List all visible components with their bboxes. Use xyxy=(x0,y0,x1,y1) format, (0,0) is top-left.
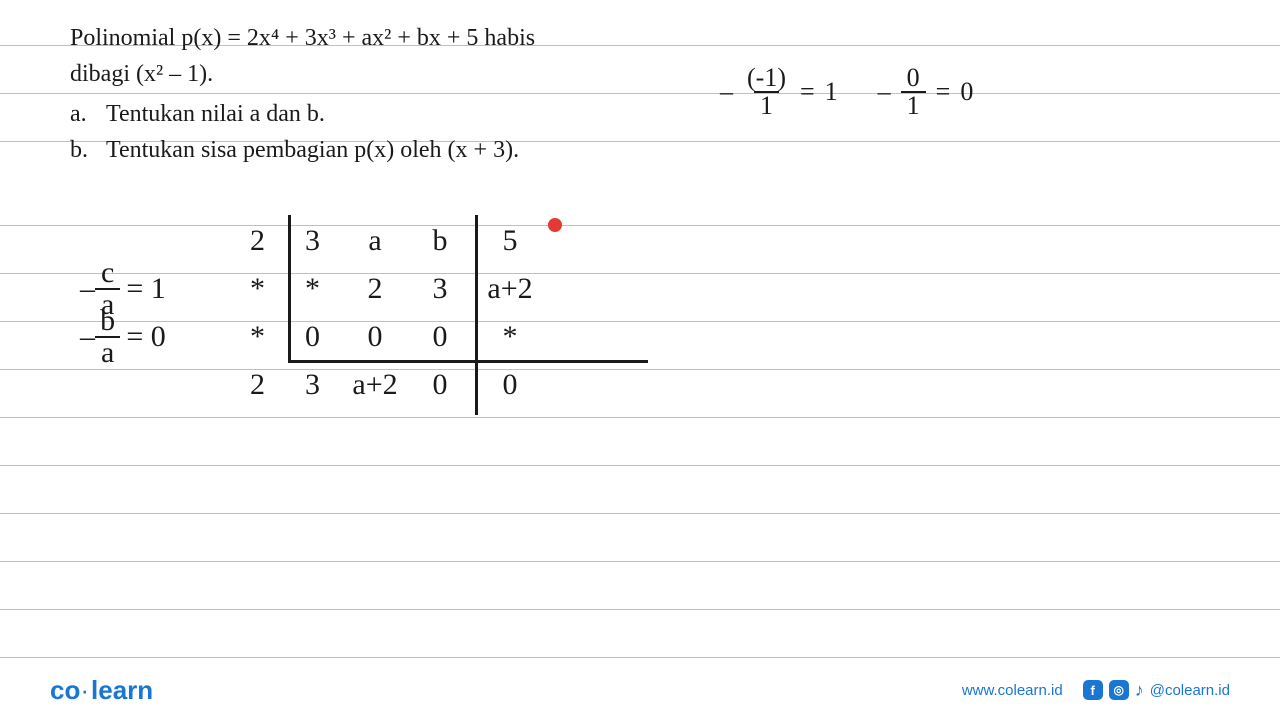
frac1-num: (-1) xyxy=(743,65,790,91)
calc2-result: 0 xyxy=(960,77,973,107)
vertical-divider-1 xyxy=(288,215,291,360)
footer-url: www.colearn.id xyxy=(962,682,1063,699)
calc1-result: 1 xyxy=(825,77,838,107)
fraction-2: 0 1 xyxy=(901,65,926,119)
row2-frac-num: c xyxy=(97,258,118,288)
social-handle: @colearn.id xyxy=(1150,682,1230,699)
calc-group-2: – 0 1 = 0 xyxy=(878,65,974,119)
row2-label: – c a = 1 xyxy=(70,268,230,310)
row1-c1: 3 xyxy=(285,220,340,262)
footer-bar: co·learn www.colearn.id f ◎ ♪ @colearn.i… xyxy=(0,660,1280,720)
problem-line-2: dibagi (x² – 1). xyxy=(70,56,535,92)
row4-c1: 3 xyxy=(285,364,340,406)
row3-neg: – xyxy=(80,320,95,354)
facebook-icon: f xyxy=(1083,680,1103,700)
row1-c0: 2 xyxy=(230,220,285,262)
neg-sign: – xyxy=(720,77,733,107)
row4-c3: 0 xyxy=(410,364,470,406)
problem-list: a. Tentukan nilai a dan b. b. Tentukan s… xyxy=(70,96,535,168)
row3-frac: b a xyxy=(95,306,120,368)
row1-c2: a xyxy=(340,220,410,262)
row2-c4: a+2 xyxy=(470,268,550,310)
tiktok-icon: ♪ xyxy=(1135,680,1144,701)
row3-frac-num: b xyxy=(96,306,119,336)
row3-label: – b a = 0 xyxy=(70,316,230,358)
frac1-den: 1 xyxy=(754,91,779,119)
fraction-1: (-1) 1 xyxy=(743,65,790,119)
horner-scheme-table: 2 3 a b 5 – c a = 1 * * 2 3 a+2 – b a = … xyxy=(70,220,550,406)
horizontal-divider xyxy=(288,360,648,363)
frac2-den: 1 xyxy=(901,91,926,119)
problem-item-a: a. Tentukan nilai a dan b. xyxy=(70,96,535,132)
eq-sign: = xyxy=(800,77,815,107)
problem-line-1: Polinomial p(x) = 2x⁴ + 3x³ + ax² + bx +… xyxy=(70,20,535,56)
row2-eq: = 1 xyxy=(126,272,165,306)
logo-dot-icon: · xyxy=(80,675,91,705)
calc-group-1: – (-1) 1 = 1 xyxy=(720,65,838,119)
logo-learn: learn xyxy=(91,675,153,705)
problem-statement: Polinomial p(x) = 2x⁴ + 3x³ + ax² + bx +… xyxy=(70,20,535,168)
row2-c3: 3 xyxy=(410,268,470,310)
eq-sign: = xyxy=(936,77,951,107)
row3-c1: 0 xyxy=(285,316,340,358)
frac2-num: 0 xyxy=(903,65,924,91)
colearn-logo: co·learn xyxy=(50,675,153,706)
footer-right: www.colearn.id f ◎ ♪ @colearn.id xyxy=(962,680,1230,701)
neg-sign: – xyxy=(878,77,891,107)
row1-label xyxy=(70,220,230,262)
row4-c4: 0 xyxy=(470,364,550,406)
social-icons: f ◎ ♪ @colearn.id xyxy=(1083,680,1230,701)
row3-c0: * xyxy=(230,316,285,358)
row4-c0: 2 xyxy=(230,364,285,406)
item-a-text: Tentukan nilai a dan b. xyxy=(106,96,325,132)
row4-label xyxy=(70,364,230,406)
vertical-divider-2 xyxy=(475,215,478,415)
row2-c0: * xyxy=(230,268,285,310)
row4-c2: a+2 xyxy=(340,364,410,406)
row2-neg: – xyxy=(80,272,95,306)
instagram-icon: ◎ xyxy=(1109,680,1129,700)
red-marker-dot xyxy=(548,218,562,232)
row3-c2: 0 xyxy=(340,316,410,358)
horner-grid: 2 3 a b 5 – c a = 1 * * 2 3 a+2 – b a = … xyxy=(70,220,550,406)
row3-c4: * xyxy=(470,316,550,358)
item-b-label: b. xyxy=(70,132,88,168)
row2-c2: 2 xyxy=(340,268,410,310)
row1-c4: 5 xyxy=(470,220,550,262)
problem-item-b: b. Tentukan sisa pembagian p(x) oleh (x … xyxy=(70,132,535,168)
logo-co: co xyxy=(50,675,80,705)
fraction-calculations: – (-1) 1 = 1 – 0 1 = 0 xyxy=(720,65,973,119)
row3-eq: = 0 xyxy=(126,320,165,354)
row2-c1: * xyxy=(285,268,340,310)
item-b-text: Tentukan sisa pembagian p(x) oleh (x + 3… xyxy=(106,132,519,168)
item-a-label: a. xyxy=(70,96,88,132)
row3-c3: 0 xyxy=(410,316,470,358)
row1-c3: b xyxy=(410,220,470,262)
